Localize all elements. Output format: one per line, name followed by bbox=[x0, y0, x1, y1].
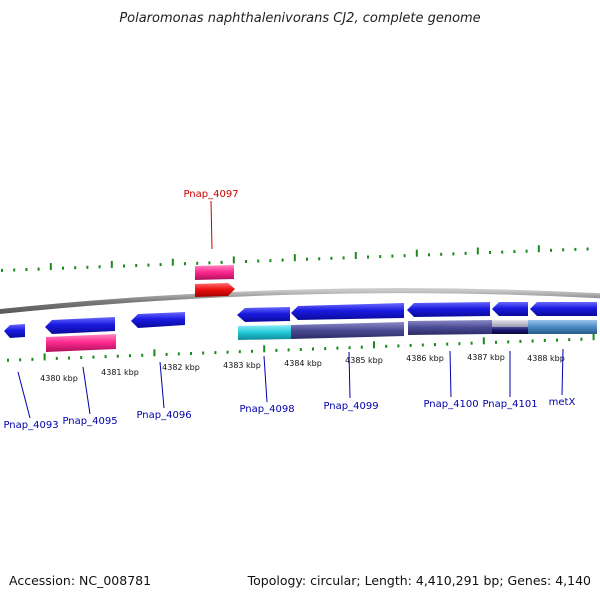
gene-leader-line-pnap-4095 bbox=[82, 366, 91, 415]
ruler-label: 4382 kbp bbox=[162, 363, 200, 372]
gene-leader-line-pnap-4098 bbox=[263, 355, 268, 403]
genome-backbone bbox=[0, 288, 600, 315]
domain-steel-metx bbox=[528, 320, 597, 334]
gene-label-pnap-4093[interactable]: Pnap_4093 bbox=[3, 420, 58, 431]
gene-leader-line-pnap-4099 bbox=[348, 351, 351, 399]
ruler-label: 4387 kbp bbox=[467, 353, 505, 362]
ruler-label: 4381 kbp bbox=[101, 368, 139, 377]
gene-leader-line-pnap-4093 bbox=[17, 371, 31, 419]
gene-leader-line-metx bbox=[561, 348, 564, 396]
gene-label-pnap-4101[interactable]: Pnap_4101 bbox=[482, 399, 537, 410]
genome-title: Polaromonas naphthalenivorans CJ2, compl… bbox=[119, 11, 480, 26]
gene-feature-pnap-4096[interactable] bbox=[131, 312, 185, 328]
domain-purple-pnap-4100 bbox=[408, 320, 492, 335]
domain-grey-pnap-4101 bbox=[492, 320, 528, 327]
gene-feature-pnap-4100[interactable] bbox=[407, 302, 490, 317]
domain-purple-pnap-4099 bbox=[291, 322, 404, 339]
ruler-label: 4386 kbp bbox=[406, 354, 444, 363]
gene-leader-line-pnap-4100 bbox=[449, 350, 452, 398]
domain-navy-pnap-4101 bbox=[492, 327, 528, 334]
lower-tick-row bbox=[7, 333, 595, 362]
gene-feature-pnap-4095-rna[interactable] bbox=[46, 334, 116, 352]
reverse-strand-features bbox=[4, 302, 597, 352]
gene-feature-pnap-4099[interactable] bbox=[291, 303, 404, 320]
genome-summary-text: Topology: circular; Length: 4,410,291 bp… bbox=[247, 573, 591, 588]
gene-leader-line-pnap-4096 bbox=[159, 361, 165, 409]
gene-label-pnap-4099[interactable]: Pnap_4099 bbox=[323, 401, 378, 412]
gene-feature-pnap-4101[interactable] bbox=[492, 302, 528, 316]
gene-label-pnap-4095[interactable]: Pnap_4095 bbox=[62, 416, 117, 427]
gene-feature-pnap-4097-trna[interactable] bbox=[195, 283, 235, 297]
gene-label-pnap-4100[interactable]: Pnap_4100 bbox=[423, 399, 478, 410]
accession-text: Accession: NC_008781 bbox=[9, 573, 151, 588]
gene-feature-pnap-4093[interactable] bbox=[4, 324, 25, 338]
gene-feature-pnap-4097[interactable] bbox=[195, 265, 234, 280]
gene-labels: Pnap_4097 Pnap_4093 Pnap_4095 Pnap_4096 Pnap… bbox=[3, 189, 575, 431]
ruler-label: 4385 kbp bbox=[345, 356, 383, 365]
ruler-label: 4384 kbp bbox=[284, 359, 322, 368]
gene-label-pnap-4096[interactable]: Pnap_4096 bbox=[136, 410, 191, 421]
gene-feature-pnap-4098[interactable] bbox=[237, 307, 290, 322]
ruler-label: 4383 kbp bbox=[223, 361, 261, 370]
gene-feature-metx[interactable] bbox=[530, 302, 597, 316]
gene-label-pnap-4097[interactable]: Pnap_4097 bbox=[183, 189, 238, 200]
ruler-label: 4388 kbp bbox=[527, 354, 565, 363]
gene-label-metx[interactable]: metX bbox=[549, 397, 576, 408]
ruler-label: 4380 kbp bbox=[40, 374, 78, 383]
gene-leader-line-pnap-4097 bbox=[210, 200, 213, 250]
forward-strand-features bbox=[195, 265, 235, 297]
gene-label-pnap-4098[interactable]: Pnap_4098 bbox=[239, 404, 294, 415]
gene-feature-pnap-4095[interactable] bbox=[45, 317, 115, 334]
domain-cyan-pnap-4098 bbox=[238, 325, 291, 340]
upper-tick-row bbox=[1, 245, 589, 272]
ruler-labels: 4380 kbp 4381 kbp 4382 kbp 4383 kbp 4384 kbp… bbox=[40, 353, 565, 383]
